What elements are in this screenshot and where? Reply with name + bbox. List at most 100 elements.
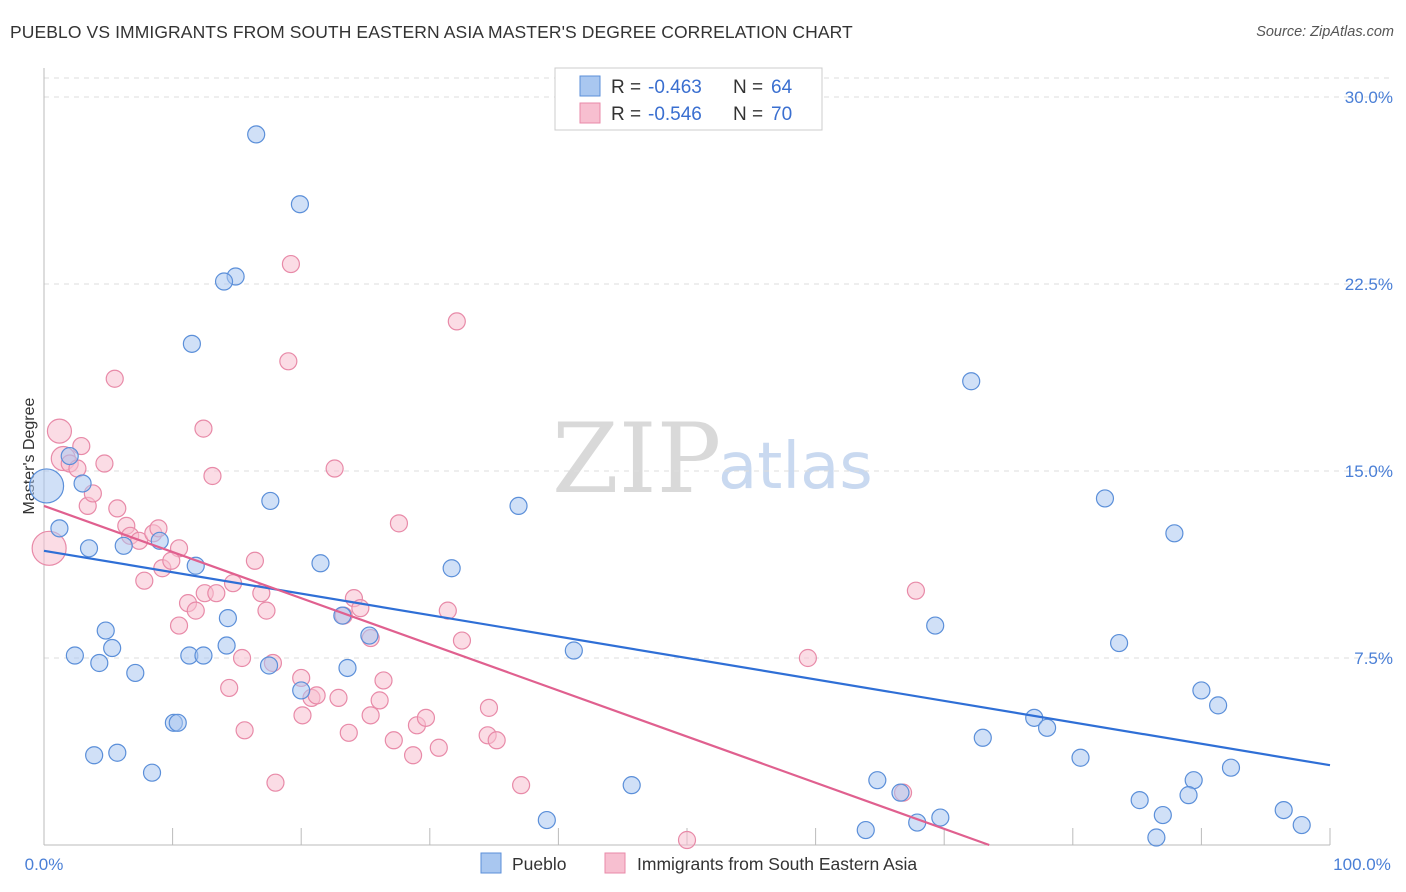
pueblo-point xyxy=(261,491,280,511)
legend-blue-r-value: -0.463 xyxy=(648,77,702,98)
immigrants-point xyxy=(325,459,344,478)
legend-pink-r-value: -0.546 xyxy=(648,104,702,125)
pueblo-point xyxy=(194,646,213,665)
pueblo-point xyxy=(247,125,266,144)
pueblo-point xyxy=(50,519,69,538)
x-tick-label-min: 0.0% xyxy=(25,855,64,874)
pueblo-point xyxy=(1292,815,1311,835)
immigrants-point xyxy=(235,721,254,740)
pueblo-point xyxy=(65,646,84,665)
immigrants-point xyxy=(361,706,380,725)
pueblo-point xyxy=(182,334,201,353)
pueblo-point xyxy=(214,272,234,291)
pueblo-point xyxy=(891,783,910,802)
pueblo-point xyxy=(1165,524,1184,543)
immigrants-point xyxy=(906,581,926,600)
watermark: ZIP atlas xyxy=(552,403,873,515)
pueblo-point xyxy=(114,536,133,555)
series-immigrants-points xyxy=(31,254,926,850)
immigrants-point xyxy=(281,254,301,274)
gridlines xyxy=(44,77,1393,659)
immigrants-trendline xyxy=(43,504,990,847)
pueblo-point xyxy=(1179,786,1198,805)
immigrants-point xyxy=(207,584,226,603)
pueblo-point xyxy=(973,728,992,747)
pueblo-point xyxy=(1209,696,1228,715)
pueblo-point xyxy=(442,559,461,578)
pueblo-point xyxy=(90,653,109,673)
pueblo-point xyxy=(1095,489,1115,508)
y-tick-label: 22.5% xyxy=(1345,275,1393,294)
immigrants-point xyxy=(108,499,127,518)
pueblo-point xyxy=(85,746,104,765)
pueblo-point xyxy=(1153,805,1172,825)
source-label: Source: ZipAtlas.com xyxy=(1256,24,1394,40)
pueblo-point xyxy=(1147,828,1166,847)
watermark-atlas: atlas xyxy=(718,430,873,504)
immigrants-point xyxy=(203,466,222,486)
watermark-zip: ZIP xyxy=(552,403,721,515)
immigrants-point xyxy=(245,551,265,570)
immigrants-point xyxy=(72,436,91,456)
pueblo-point xyxy=(537,810,556,830)
legend-pink-r-label: R = xyxy=(611,104,641,125)
immigrants-point xyxy=(374,671,393,690)
pueblo-point xyxy=(509,496,528,516)
legend-pueblo-swatch xyxy=(480,852,502,874)
pueblo-point xyxy=(360,626,379,645)
immigrants-point xyxy=(279,352,298,371)
chart-title: PUEBLO VS IMMIGRANTS FROM SOUTH EASTERN … xyxy=(10,22,853,42)
immigrants-point xyxy=(487,731,506,750)
immigrants-point xyxy=(95,454,114,473)
pueblo-point xyxy=(622,776,641,795)
immigrants-point xyxy=(452,631,472,650)
pueblo-point xyxy=(259,656,279,675)
immigrants-point xyxy=(384,731,403,750)
pueblo-point xyxy=(1037,718,1057,737)
pueblo-point xyxy=(126,663,145,683)
pueblo-point xyxy=(962,372,981,391)
legend-blue-r-label: R = xyxy=(611,77,641,98)
y-tick-label: 7.5% xyxy=(1354,649,1393,668)
legend-pueblo-label: Pueblo xyxy=(512,854,567,874)
pueblo-point xyxy=(79,539,99,558)
pueblo-point xyxy=(168,713,187,732)
legend-blue-n-value: 64 xyxy=(771,77,793,98)
immigrants-point xyxy=(416,708,436,727)
pueblo-point xyxy=(338,658,357,678)
legend-immigrants-swatch xyxy=(604,852,626,874)
pueblo-point xyxy=(73,474,92,493)
y-tick-label: 30.0% xyxy=(1345,88,1393,107)
pueblo-point xyxy=(868,771,887,790)
immigrants-point xyxy=(339,723,358,742)
immigrants-point xyxy=(220,678,239,698)
immigrants-point xyxy=(447,312,466,331)
immigrants-point xyxy=(257,601,276,620)
immigrants-point xyxy=(403,746,423,765)
pueblo-point xyxy=(108,743,127,762)
immigrants-point xyxy=(169,616,189,635)
immigrants-point xyxy=(105,369,124,388)
legend-pink-n-label: N = xyxy=(733,104,763,125)
legend-immigrants-label: Immigrants from South Eastern Asia xyxy=(637,854,917,874)
pueblo-point xyxy=(926,616,945,635)
legend-blue-swatch xyxy=(579,75,601,97)
immigrants-point xyxy=(194,419,213,438)
pueblo-point xyxy=(217,636,236,655)
pueblo-point xyxy=(1109,633,1129,653)
immigrants-point xyxy=(389,514,409,533)
y-tick-label: 15.0% xyxy=(1345,462,1393,481)
immigrants-point xyxy=(512,776,531,795)
pueblo-point xyxy=(931,808,950,827)
legend-blue-n-label: N = xyxy=(733,77,763,98)
pueblo-trendline xyxy=(43,549,1331,767)
immigrants-point xyxy=(798,648,817,668)
series-pueblo-points xyxy=(28,125,1311,847)
immigrants-point xyxy=(135,571,154,590)
pueblo-point xyxy=(60,446,79,466)
pueblo-point xyxy=(1130,791,1149,810)
x-tick-labels: 0.0% 100.0% xyxy=(25,855,1391,874)
immigrants-point xyxy=(479,698,499,717)
immigrants-point xyxy=(46,418,73,444)
